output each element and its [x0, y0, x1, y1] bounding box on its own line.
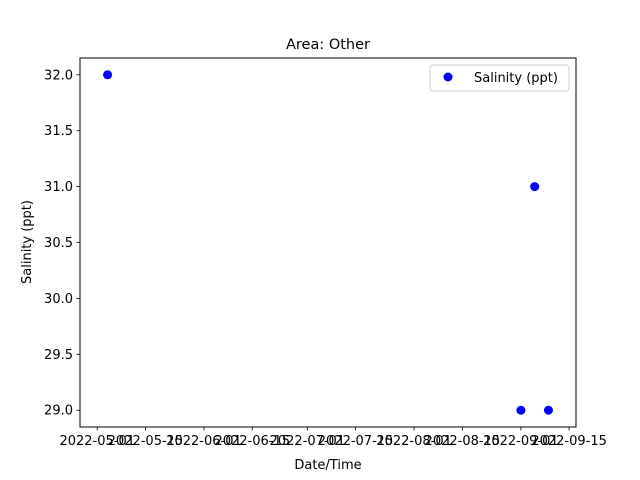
data-point — [516, 405, 526, 415]
x-tick-label: 2022-08-01 — [376, 434, 452, 449]
y-tick-label: 30.5 — [44, 236, 73, 251]
y-tick-label: 31.5 — [44, 124, 73, 139]
legend-frame — [429, 64, 570, 92]
x-tick-label: 2022-06-01 — [166, 434, 242, 449]
x-tick-label: 2022-05-15 — [108, 434, 184, 449]
x-axis: 2022-05-012022-05-152022-06-012022-06-15… — [59, 427, 607, 449]
y-tick-label: 32.0 — [44, 68, 73, 83]
data-point — [103, 70, 113, 80]
legend-label: Salinity (ppt) — [474, 71, 558, 86]
x-tick-label: 2022-09-15 — [531, 434, 607, 449]
data-point — [530, 182, 540, 192]
x-axis-label: Date/Time — [294, 458, 361, 473]
y-axis: 29.0 29.5 30.0 30.5 31.0 31.5 32.0 — [44, 68, 80, 419]
plot-frame — [79, 57, 577, 428]
y-tick-label: 31.0 — [44, 180, 73, 195]
x-tick-label: 2022-07-01 — [270, 434, 346, 449]
x-tick-label: 2022-08-15 — [425, 434, 501, 449]
y-axis-label: Salinity (ppt) — [20, 200, 35, 284]
legend: Salinity (ppt) — [429, 64, 570, 92]
x-tick-label: 2022-07-15 — [318, 434, 394, 449]
y-tick-label: 29.5 — [44, 348, 73, 363]
y-tick-label: 30.0 — [44, 292, 73, 307]
data-points — [103, 70, 553, 415]
chart-title: Area: Other — [286, 37, 370, 53]
data-point — [543, 405, 553, 415]
x-tick-label: 2022-05-01 — [59, 434, 135, 449]
x-tick-label: 2022-09-01 — [483, 434, 559, 449]
y-tick-label: 29.0 — [44, 404, 73, 419]
x-tick-label: 2022-06-15 — [214, 434, 290, 449]
legend-marker — [443, 72, 453, 82]
